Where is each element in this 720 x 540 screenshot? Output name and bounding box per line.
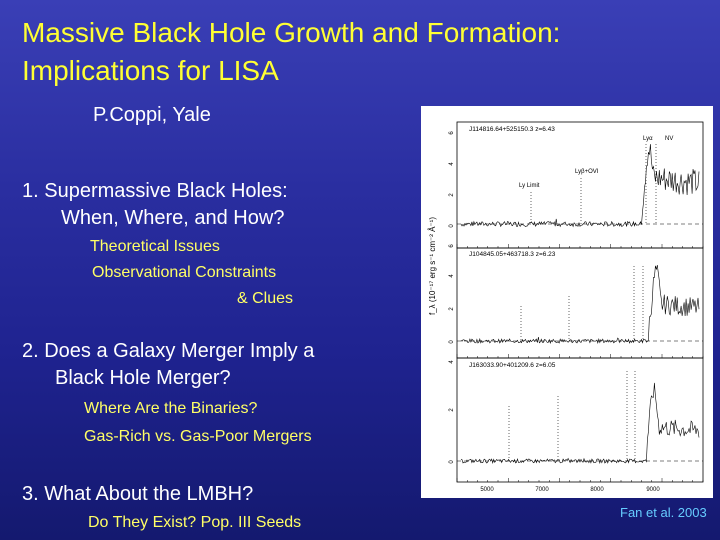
- spectra-svg: f_λ (10⁻¹⁷ erg s⁻¹ cm⁻² Å⁻¹) J114816.64+…: [428, 121, 704, 493]
- figure-credit: Fan et al. 2003: [620, 505, 707, 520]
- p3-ytick-0: 0: [449, 460, 455, 464]
- panel-3-label: J163033.90+401209.6 z=6.05: [469, 362, 556, 369]
- panel-2-label: J104845.05+463718.3 z=6.23: [469, 251, 556, 258]
- xtick-5000: 5000: [480, 487, 494, 493]
- p1-ytick-0: 0: [449, 224, 455, 228]
- section1-sub-1: Theoretical Issues: [90, 238, 220, 255]
- p3-ytick-2: 2: [449, 408, 455, 412]
- p2-ytick-6: 6: [449, 244, 455, 248]
- annotation-ly-limit: Ly Limit: [519, 183, 540, 189]
- panel-2-spectrum-trace: [460, 264, 700, 344]
- section2-sub-1: Where Are the Binaries?: [84, 400, 258, 417]
- xtick-9000: 9000: [646, 487, 660, 493]
- annotation-lyb-ovi: Lyβ+OVI: [575, 169, 599, 175]
- annotation-nv: NV: [665, 136, 673, 142]
- panel-1-spectrum-trace: [460, 144, 700, 228]
- p2-ytick-2: 2: [449, 307, 455, 311]
- slide-title: Massive Black Hole Growth and Formation:…: [22, 14, 702, 90]
- section3-sub-1: Do They Exist? Pop. III Seeds: [88, 514, 302, 531]
- section3-heading: 3. What About the LMBH?: [22, 483, 254, 505]
- p1-ytick-4: 4: [449, 162, 455, 166]
- p1-ytick-6: 6: [449, 131, 455, 135]
- y-axis-label: f_λ (10⁻¹⁷ erg s⁻¹ cm⁻² Å⁻¹): [428, 217, 437, 315]
- panel-1-label: J114816.64+525150.3 z=6.43: [469, 126, 555, 133]
- panel-3-spectrum-trace: [460, 382, 700, 465]
- quasar-spectra-figure: f_λ (10⁻¹⁷ erg s⁻¹ cm⁻² Å⁻¹) J114816.64+…: [421, 106, 713, 498]
- section1-heading-line1: 1. Supermassive Black Holes:: [22, 180, 288, 202]
- xtick-7000: 7000: [535, 487, 549, 493]
- section1-heading-line2: When, Where, and How?: [61, 207, 285, 229]
- p1-ytick-2: 2: [449, 193, 455, 197]
- section2-heading-line1: 2. Does a Galaxy Merger Imply a: [22, 340, 315, 362]
- author: P.Coppi, Yale: [93, 104, 211, 126]
- section2-sub-2: Gas-Rich vs. Gas-Poor Mergers: [84, 428, 312, 445]
- annotation-lya: Lyα: [643, 136, 653, 142]
- section2-heading-line2: Black Hole Merger?: [55, 367, 231, 389]
- section1-sub-2: Observational Constraints: [92, 264, 277, 281]
- xtick-8000: 8000: [590, 487, 604, 493]
- p2-ytick-0: 0: [449, 340, 455, 344]
- p2-ytick-4: 4: [449, 274, 455, 278]
- spectra-plot-layer: [456, 144, 704, 482]
- title-line-1: Massive Black Hole Growth and Formation:: [22, 17, 561, 48]
- panel-3-frame: [456, 357, 704, 483]
- title-line-2: Implications for LISA: [22, 55, 279, 86]
- p3-ytick-4: 4: [449, 360, 455, 364]
- section1-sub-3: & Clues: [237, 290, 294, 307]
